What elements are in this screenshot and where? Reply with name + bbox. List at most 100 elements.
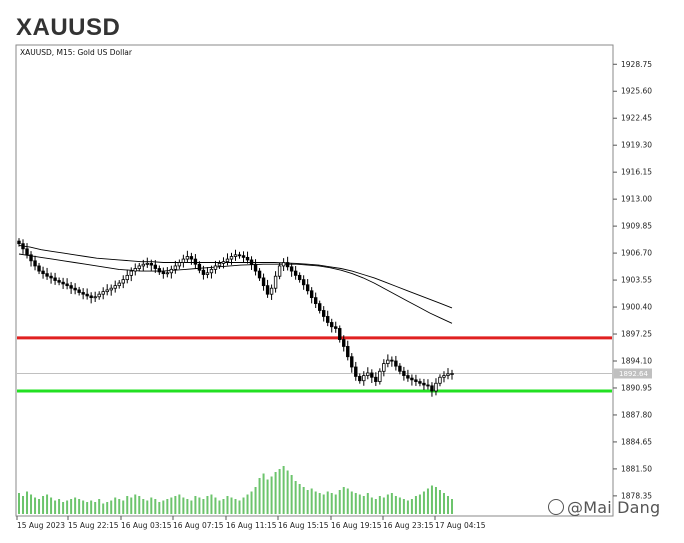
y-axis: 1928.75 1925.60 1922.45 1919.30 1916.15 1913.…	[613, 60, 652, 500]
volume-bar	[266, 479, 269, 514]
candle-body	[305, 284, 310, 292]
y-tick-label-0: 1928.75	[621, 60, 652, 69]
candle	[257, 268, 262, 281]
candle	[101, 287, 105, 300]
volume-bar	[26, 491, 29, 514]
volume-bar	[102, 503, 105, 514]
candle-body	[173, 265, 178, 270]
candle	[185, 250, 190, 263]
volume-bar	[426, 488, 429, 514]
candle-body	[77, 289, 81, 293]
candle-body	[342, 339, 346, 347]
candle	[201, 265, 206, 280]
candle	[217, 260, 222, 269]
x-axis: 15 Aug 2023 15 Aug 22:15 16 Aug 03:15 16 Au…	[16, 516, 486, 530]
current-price-tag: 1892.64	[614, 368, 652, 379]
candle-body	[253, 263, 258, 272]
volume-bar	[74, 497, 77, 514]
volume-bar	[206, 496, 209, 514]
candle-body	[157, 268, 162, 273]
candle-body	[101, 291, 105, 295]
volume-bar	[146, 500, 149, 514]
candle	[53, 272, 57, 285]
volume-bar	[386, 494, 389, 514]
candle	[289, 263, 294, 277]
candle-body	[257, 270, 262, 279]
volume-bar	[298, 484, 301, 514]
candle-body	[382, 363, 386, 372]
candle	[129, 267, 133, 282]
candle-body	[309, 290, 314, 299]
candle	[73, 283, 77, 295]
candle	[45, 267, 49, 280]
volume-bar	[250, 491, 253, 514]
y-tick-label-1: 1925.60	[621, 87, 652, 96]
candle	[25, 243, 29, 259]
candle-body	[205, 272, 210, 275]
candle-body	[177, 262, 182, 267]
x-tick-label-0: 15 Aug 2023	[17, 521, 65, 530]
candle-body	[41, 270, 45, 275]
candle	[229, 252, 234, 265]
candle-body	[366, 372, 370, 376]
candle-body	[297, 274, 302, 281]
candle	[297, 272, 302, 283]
volume-bar	[322, 494, 325, 514]
candle	[402, 366, 406, 381]
candle-body	[65, 283, 69, 287]
volume-bar	[22, 496, 25, 514]
candle	[273, 271, 278, 293]
volume-bar	[18, 493, 20, 514]
volume-bar	[414, 496, 417, 514]
volume-bar	[418, 494, 421, 514]
volume-bar	[410, 499, 413, 514]
candle	[322, 306, 326, 322]
candle	[17, 238, 21, 247]
ma-slow-line	[18, 244, 453, 309]
candle-body	[410, 377, 414, 381]
candle-body	[153, 264, 158, 269]
candle-body	[326, 316, 330, 323]
volume-bar	[302, 487, 305, 514]
volume-bar	[174, 496, 177, 514]
y-tick-label-6: 1909.85	[621, 222, 652, 231]
candle	[225, 253, 230, 266]
watermark-logo-icon	[548, 499, 564, 515]
candle	[281, 258, 286, 271]
candle	[434, 378, 438, 396]
candle	[342, 335, 346, 352]
volume-bar	[346, 488, 349, 514]
candle-body	[109, 287, 113, 291]
volume-bar	[106, 502, 109, 514]
levels-layer	[17, 336, 612, 393]
candle-body	[185, 256, 190, 260]
y-tick-label-8: 1903.55	[621, 276, 652, 285]
candle-body	[149, 262, 154, 266]
x-tick-label-8: 17 Aug 04:15	[435, 521, 486, 530]
candle	[161, 267, 166, 279]
candle-body	[241, 255, 246, 258]
candle	[85, 288, 89, 300]
candle	[362, 371, 366, 386]
candle	[233, 249, 238, 261]
candle-body	[85, 293, 89, 297]
candle	[450, 369, 454, 380]
candle	[426, 379, 430, 390]
candle	[173, 260, 178, 274]
volume-bar	[310, 488, 313, 514]
candle	[109, 284, 113, 296]
volume-bar	[274, 472, 277, 514]
volume-bar	[182, 497, 185, 514]
volume-bar	[138, 496, 141, 514]
volume-bar	[254, 487, 257, 514]
candle-body	[201, 269, 206, 275]
candle	[145, 257, 149, 268]
volume-bar	[86, 502, 89, 514]
candle	[269, 284, 274, 300]
candle	[209, 265, 214, 279]
candle-body	[117, 282, 121, 287]
candle	[29, 251, 33, 267]
candle-body	[17, 240, 21, 245]
candle	[398, 363, 402, 375]
